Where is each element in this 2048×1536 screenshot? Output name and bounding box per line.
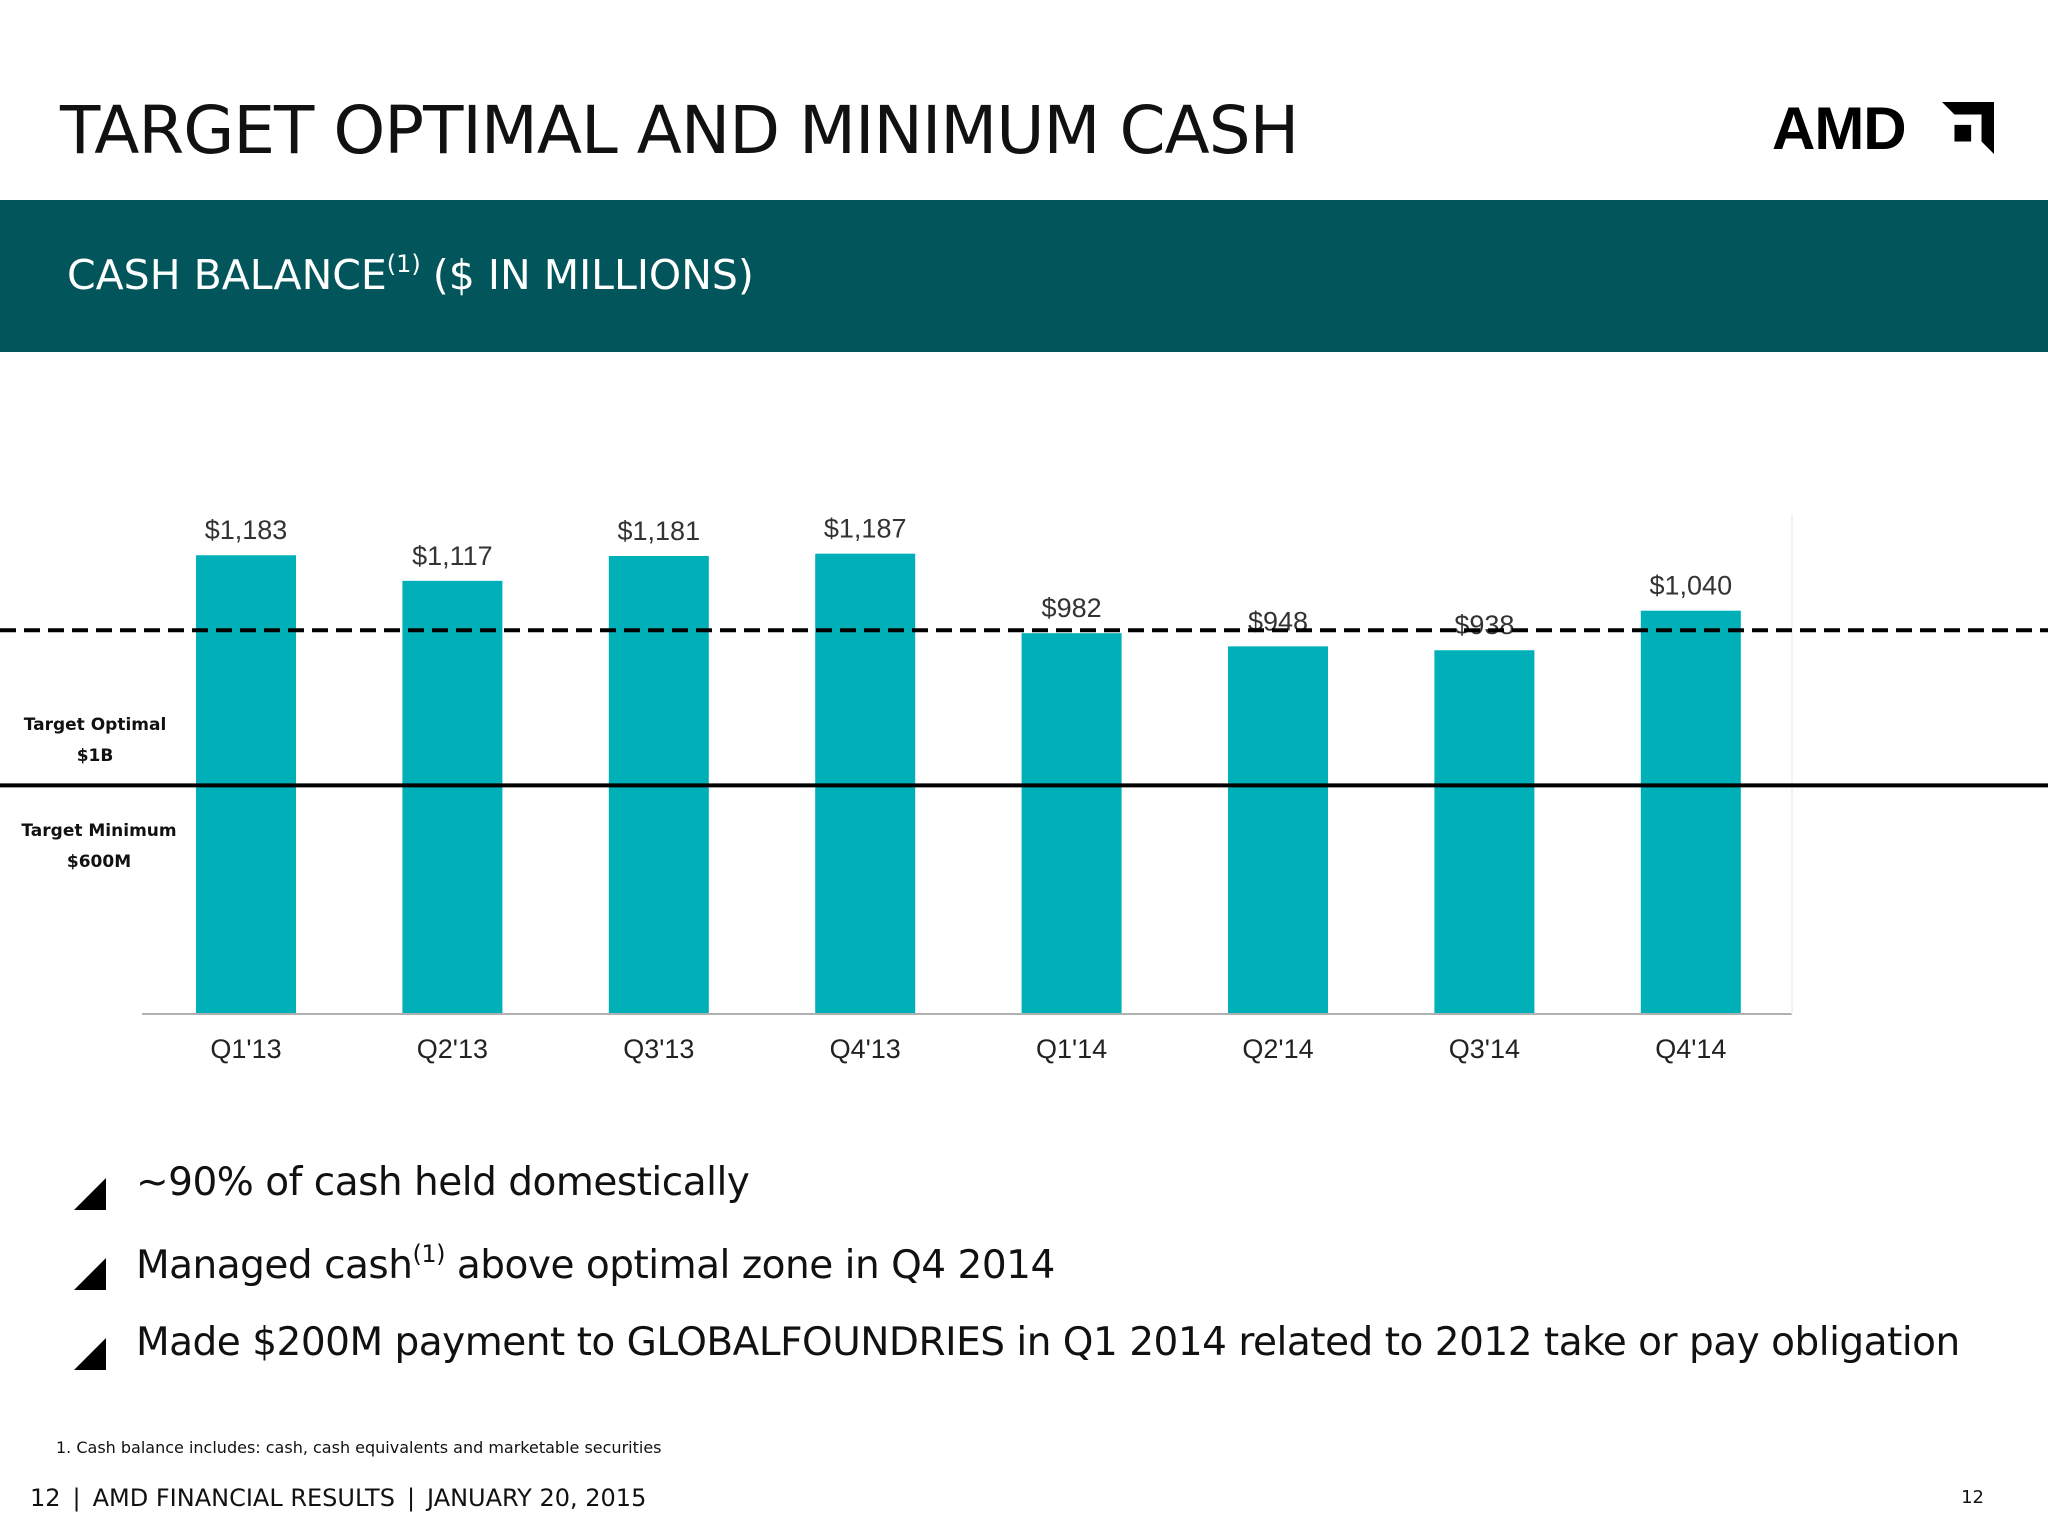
x-tick-label: Q3'14 — [1449, 1034, 1520, 1064]
banner-footnote-marker: (1) — [386, 250, 421, 278]
triangle-bullet-icon — [74, 1258, 106, 1290]
bar-Q114 — [1021, 633, 1122, 1014]
data-label: $1,183 — [205, 515, 288, 545]
target-minimum-label: Target Minimum $600M — [21, 821, 177, 872]
banner-title: CASH BALANCE(1) ($ IN MILLIONS) — [67, 250, 754, 299]
bar-Q214 — [1228, 646, 1328, 1014]
bar-Q314 — [1434, 650, 1535, 1014]
bar-Q213 — [402, 580, 503, 1014]
footer: 12 | AMD FINANCIAL RESULTS | JANUARY 20, 201… — [30, 1484, 647, 1512]
amd-logo-text: AMD — [1772, 95, 1907, 162]
data-label: $982 — [1042, 593, 1102, 623]
x-tick-label: Q4'13 — [830, 1034, 901, 1064]
bar-Q414 — [1640, 610, 1741, 1014]
data-label: $1,040 — [1650, 571, 1733, 601]
amd-arrow-icon — [1942, 102, 1994, 154]
x-tick-label: Q4'14 — [1655, 1034, 1726, 1064]
banner-unit: ($ IN MILLIONS) — [432, 251, 754, 299]
amd-logo: AMD — [1772, 95, 1994, 162]
footer-page: 12 — [30, 1484, 61, 1512]
target-optimal-label: Target Optimal $1B — [23, 715, 167, 766]
section-banner: CASH BALANCE(1) ($ IN MILLIONS) — [0, 200, 2048, 352]
data-label: $1,181 — [618, 516, 701, 546]
page-number: 12 — [1961, 1487, 1984, 1508]
footer-date: JANUARY 20, 2015 — [427, 1484, 647, 1512]
footnote: 1. Cash balance includes: cash, cash equ… — [56, 1438, 662, 1457]
x-tick-label: Q1'14 — [1036, 1034, 1107, 1064]
x-tick-label: Q2'14 — [1242, 1034, 1313, 1064]
data-label: $1,187 — [824, 514, 907, 544]
data-label: $1,117 — [412, 541, 493, 571]
x-tick-label: Q3'13 — [623, 1034, 694, 1064]
triangle-bullet-icon — [74, 1178, 106, 1210]
x-tick-label: Q2'13 — [417, 1034, 488, 1064]
cash-balance-chart: $1,183 Q1'13 $1,117 Q2'13 $1,181 Q3'13 $1,187 Q… — [0, 514, 2048, 1064]
x-tick-label: Q1'13 — [210, 1034, 281, 1064]
page-title: TARGET OPTIMAL AND MINIMUM CASH — [60, 92, 1299, 169]
triangle-bullet-icon — [74, 1338, 106, 1370]
footer-name: AMD FINANCIAL RESULTS — [92, 1484, 395, 1512]
data-label: $938 — [1454, 610, 1514, 640]
